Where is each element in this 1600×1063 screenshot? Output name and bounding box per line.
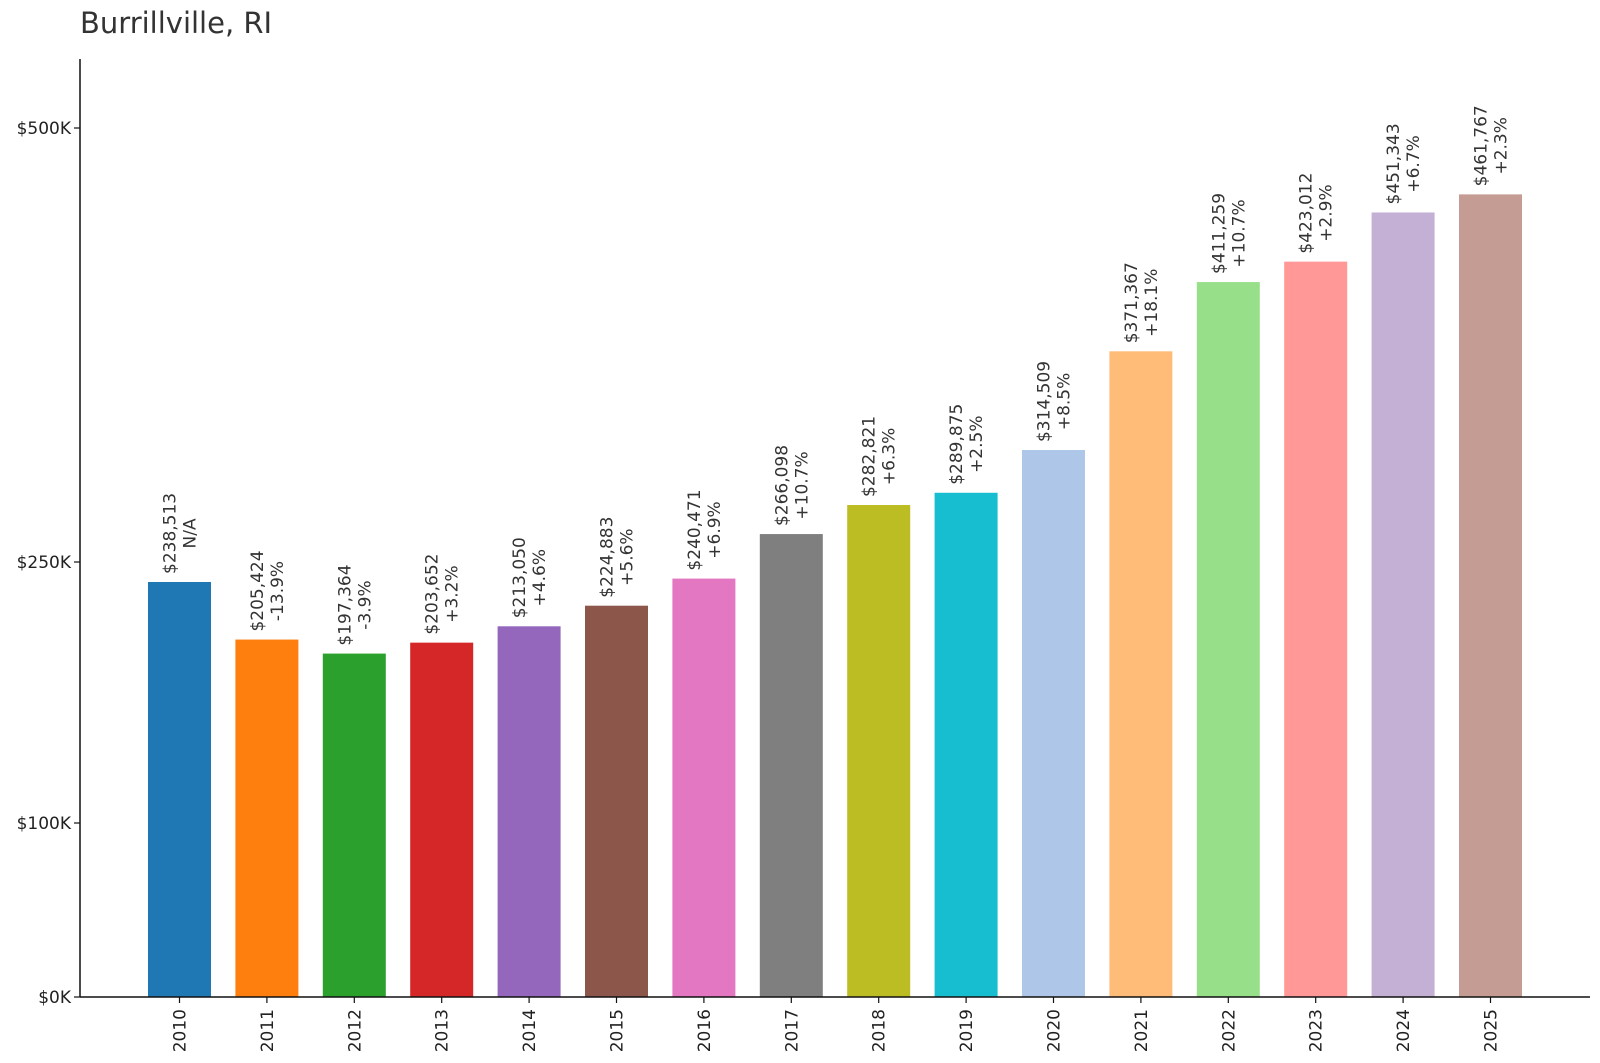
- bar-value-label: $197,364: [335, 564, 355, 645]
- bar-data-label: $451,343+6.7%: [1384, 123, 1424, 204]
- x-tick-label: 2018: [870, 1009, 890, 1052]
- bar-data-label: $224,883+5.6%: [598, 517, 638, 598]
- bar-value-label: $282,821: [860, 416, 880, 497]
- bars-group: [148, 194, 1522, 998]
- bar-2021: [1109, 351, 1173, 997]
- bar-data-label: $213,050+4.6%: [510, 537, 550, 618]
- bar-2019: [934, 492, 998, 997]
- bar-change-label: +18.1%: [1142, 269, 1162, 337]
- bar-change-label: +4.6%: [530, 549, 550, 606]
- bar-data-label: $197,364-3.9%: [335, 564, 375, 645]
- bar-labels-group: $238,513N/A $205,424-13.9% $197,364-3.9% $2…: [161, 105, 1512, 645]
- bar-change-label: +6.7%: [1404, 135, 1424, 192]
- x-tick-label: 2012: [345, 1009, 365, 1052]
- bar-2013: [410, 642, 474, 997]
- y-tick-label: $500K: [17, 119, 72, 139]
- bar-value-label: $205,424: [248, 550, 268, 631]
- bar-value-label: $213,050: [510, 537, 530, 618]
- x-tick-label: 2014: [520, 1009, 540, 1052]
- bar-change-label: +6.3%: [880, 428, 900, 485]
- x-tick-label: 2010: [171, 1009, 191, 1052]
- bar-change-label: -13.9%: [268, 561, 288, 621]
- bar-value-label: $314,509: [1035, 361, 1055, 442]
- y-axis-ticks: $0K $100K $250K $500K: [17, 119, 80, 1008]
- bar-data-label: $411,259+10.7%: [1209, 193, 1249, 274]
- x-tick-label: 2017: [782, 1009, 802, 1052]
- bar-2024: [1371, 212, 1435, 997]
- bar-2022: [1196, 282, 1260, 997]
- bar-value-label: $240,471: [685, 489, 705, 570]
- x-tick-label: 2024: [1394, 1009, 1414, 1052]
- x-axis-ticks: 2010 2011 2012 2013 2014 2015 2016 2017 2018 2019…: [171, 997, 1502, 1052]
- bar-value-label: $451,343: [1384, 123, 1404, 204]
- x-tick-label: 2013: [433, 1009, 453, 1052]
- x-tick-label: 2025: [1482, 1009, 1502, 1052]
- x-tick-label: 2019: [957, 1009, 977, 1052]
- bar-value-label: $224,883: [598, 517, 618, 598]
- x-tick-label: 2015: [608, 1009, 628, 1052]
- x-tick-label: 2023: [1307, 1009, 1327, 1052]
- bar-value-label: $266,098: [772, 445, 792, 526]
- bar-value-label: $238,513: [161, 493, 181, 574]
- bar-data-label: $314,509+8.5%: [1035, 361, 1075, 442]
- bar-data-label: $289,875+2.5%: [947, 404, 987, 485]
- chart-title: Burrillville, RI: [80, 6, 273, 40]
- x-tick-label: 2022: [1219, 1009, 1239, 1052]
- bar-2010: [148, 581, 211, 997]
- bar-value-label: $371,367: [1122, 262, 1142, 343]
- x-tick-label: 2016: [695, 1009, 715, 1052]
- bar-value-label: $289,875: [947, 404, 967, 485]
- x-tick-label: 2021: [1132, 1009, 1152, 1052]
- bar-change-label: +6.9%: [705, 501, 725, 558]
- bar-data-label: $238,513N/A: [161, 493, 201, 574]
- bar-change-label: -3.9%: [355, 580, 375, 629]
- bar-value-label: $203,652: [423, 554, 443, 635]
- x-tick-label: 2020: [1045, 1009, 1065, 1052]
- bar-2014: [497, 626, 561, 997]
- bar-change-label: +3.2%: [443, 565, 463, 622]
- bar-2023: [1284, 261, 1348, 998]
- bar-2016: [672, 578, 736, 997]
- bar-data-label: $282,821+6.3%: [860, 416, 900, 497]
- y-tick-label: $100K: [17, 814, 72, 834]
- bar-data-label: $205,424-13.9%: [248, 550, 288, 631]
- bar-data-label: $371,367+18.1%: [1122, 262, 1162, 343]
- bar-change-label: +2.3%: [1492, 117, 1512, 174]
- bar-2018: [847, 505, 911, 997]
- bar-2025: [1459, 194, 1522, 997]
- bar-change-label: +8.5%: [1055, 373, 1075, 430]
- bar-2017: [759, 534, 823, 997]
- bar-value-label: $411,259: [1209, 193, 1229, 274]
- y-tick-label: $250K: [17, 553, 72, 573]
- bar-2011: [235, 639, 299, 997]
- bar-change-label: +5.6%: [618, 528, 638, 585]
- bar-change-label: +2.5%: [967, 415, 987, 472]
- bar-value-label: $461,767: [1472, 105, 1492, 186]
- bar-change-label: N/A: [181, 518, 201, 548]
- bar-change-label: +10.7%: [792, 451, 812, 519]
- bar-data-label: $266,098+10.7%: [772, 445, 812, 526]
- bar-data-label: $240,471+6.9%: [685, 489, 725, 570]
- bar-2015: [585, 605, 648, 997]
- bar-value-label: $423,012: [1297, 173, 1317, 254]
- bar-data-label: $203,652+3.2%: [423, 554, 463, 635]
- bar-data-label: $423,012+2.9%: [1297, 173, 1337, 254]
- x-tick-label: 2011: [258, 1009, 278, 1052]
- bar-change-label: +10.7%: [1229, 199, 1249, 267]
- bar-change-label: +2.9%: [1317, 184, 1337, 241]
- bar-2012: [322, 653, 386, 997]
- bar-2020: [1022, 450, 1085, 997]
- bar-data-label: $461,767+2.3%: [1472, 105, 1512, 186]
- y-tick-label: $0K: [38, 988, 72, 1008]
